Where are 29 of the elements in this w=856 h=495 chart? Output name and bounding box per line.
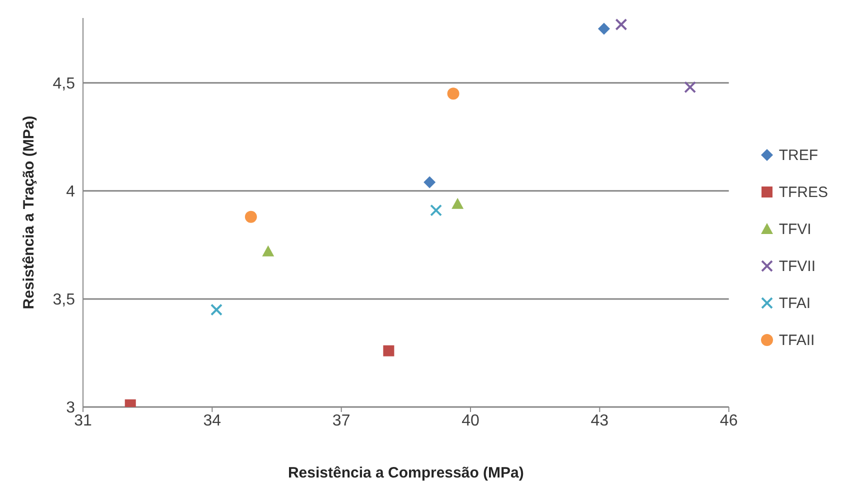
y-tick-label: 3	[66, 400, 76, 417]
point	[684, 81, 696, 94]
legend-label: TREF	[778, 146, 818, 164]
x-tick-label: 40	[462, 412, 480, 430]
x-tick-label: 34	[203, 412, 222, 430]
x-tick-label: 46	[720, 412, 738, 430]
point	[447, 88, 460, 100]
y-tick-label: 4	[66, 184, 76, 201]
legend-label: TFAII	[778, 332, 815, 348]
point	[424, 176, 436, 188]
point	[210, 304, 222, 316]
point	[262, 245, 274, 256]
x-tick-label: 31	[74, 412, 92, 430]
legend-label: TFVII	[778, 258, 816, 274]
point	[383, 345, 394, 356]
y-tick-label: 3,5	[52, 292, 76, 309]
point	[430, 204, 442, 216]
legend-label: TFVI	[778, 220, 812, 238]
point	[598, 22, 610, 35]
point	[615, 18, 628, 30]
y-tick-label: 4,5	[52, 76, 76, 93]
x-tick-label: 43	[590, 412, 609, 430]
legend-label: TFRES	[778, 184, 828, 200]
x-axis-title: Resistência a Compressão (MPa)	[288, 464, 524, 482]
x-tick-label: 37	[332, 412, 350, 430]
legend-label: TFAI	[778, 294, 810, 312]
point	[244, 210, 257, 223]
point	[452, 198, 464, 209]
y-axis-title: Resistência a Tração (MPa)	[20, 116, 38, 310]
